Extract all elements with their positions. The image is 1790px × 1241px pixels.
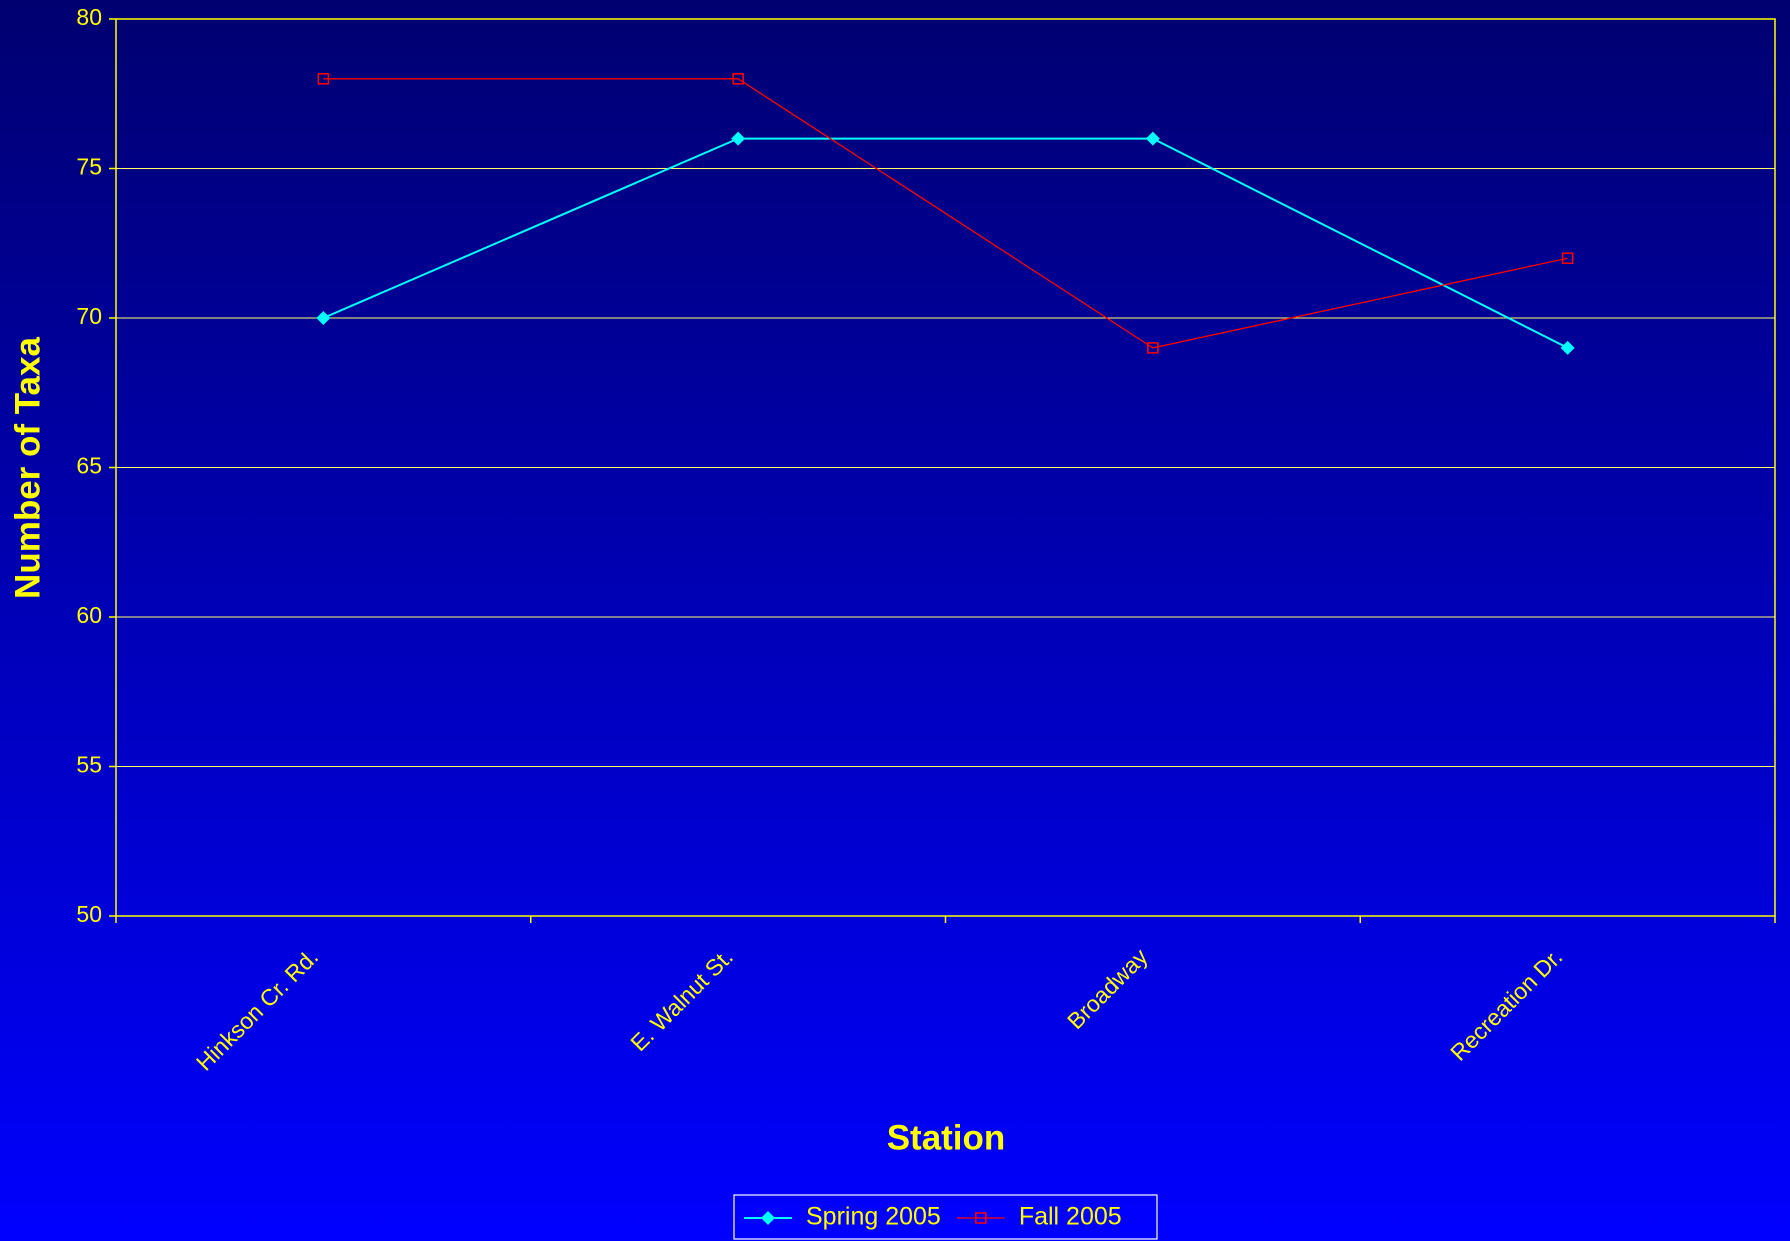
y-tick-label: 75	[76, 154, 102, 180]
data-point	[732, 73, 744, 85]
data-point	[317, 73, 330, 85]
legend-marker	[761, 1211, 775, 1225]
legend-box	[733, 1194, 1158, 1240]
legend-label: Fall 2005	[1019, 1203, 1122, 1231]
y-tick-label: 55	[76, 752, 102, 778]
data-point	[1147, 342, 1159, 354]
legend-marker	[975, 1212, 987, 1224]
y-axis-title: Number of Taxa	[8, 337, 47, 599]
series-line	[322, 137, 1569, 349]
x-axis-title: Station	[887, 1118, 1006, 1157]
y-tick-label: 70	[76, 303, 102, 329]
data-point	[1145, 131, 1160, 146]
y-tick-label: 80	[76, 4, 102, 30]
legend-label: Spring 2005	[806, 1203, 941, 1231]
y-tick-label: 65	[76, 453, 102, 479]
series-line	[323, 78, 1568, 349]
data-point	[1561, 252, 1574, 264]
y-tick-label: 50	[76, 901, 102, 927]
data-point	[1560, 340, 1575, 355]
y-tick-label: 60	[76, 602, 102, 628]
data-point	[316, 311, 331, 325]
data-point	[731, 131, 746, 146]
